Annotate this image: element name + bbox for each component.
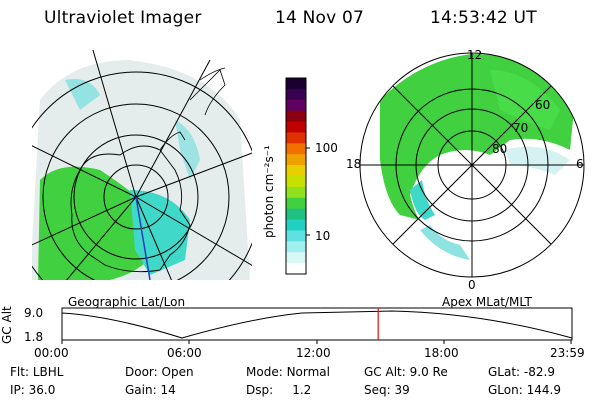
gain-value: 14	[160, 383, 176, 397]
dsp-label: Dsp:	[246, 383, 274, 397]
right-map-caption: Apex MLat/MLT	[442, 295, 532, 309]
colorbar-tick-100: 100	[315, 141, 338, 155]
seq-label: Seq:	[364, 383, 391, 397]
flt-label: Flt:	[10, 365, 29, 379]
gain-field: Gain: 14	[125, 383, 176, 397]
continent-outline	[70, 145, 191, 273]
mlt-label-6: 6	[576, 157, 584, 171]
meridian-lines	[32, 50, 252, 280]
terminator-line	[135, 196, 151, 280]
glon-value: 144.9	[526, 383, 561, 397]
altitude-curve	[61, 310, 573, 339]
colorbar-band	[286, 263, 306, 275]
aurora-region	[38, 166, 160, 280]
colorbar-band	[286, 78, 306, 90]
mode-label: Mode:	[246, 365, 283, 379]
colorbar-band	[286, 88, 306, 101]
colorbar-unit-label: photon cm⁻²s⁻¹	[262, 145, 276, 238]
colorbar-band	[286, 208, 306, 221]
colorbar-gradient	[286, 78, 306, 275]
date-label: 14 Nov 07	[275, 8, 365, 28]
colorbar-band	[286, 252, 306, 264]
colorbar-band	[286, 197, 306, 210]
lat-circle	[42, 103, 230, 280]
mlt-map	[359, 52, 585, 278]
seq-value: 39	[394, 383, 410, 397]
colorbar-band	[286, 154, 306, 166]
gcalt-label: GC Alt:	[364, 365, 406, 379]
glat-value: -82.9	[523, 365, 555, 379]
mode-field: Mode: Normal	[246, 365, 330, 379]
colorbar-band	[286, 132, 306, 144]
gcalt-value: 9.0 Re	[409, 365, 448, 379]
ip-field: IP: 36.0	[10, 383, 55, 397]
altitude-timeline	[61, 307, 573, 344]
dsp-field: Dsp: 1.2	[246, 383, 311, 397]
timeline-ylabel: GC Alt	[0, 306, 14, 344]
colorbar-band	[286, 110, 306, 123]
timeline-xtick-1200: 12:00	[296, 346, 331, 360]
timeline-xtick-2359: 23:59	[550, 346, 585, 360]
timeline-xtick-1800: 18:00	[424, 346, 459, 360]
mlt-label-12: 12	[467, 48, 483, 62]
colorbar-tick-10: 10	[315, 229, 331, 243]
geographic-map	[32, 50, 252, 280]
ip-label: IP:	[10, 383, 25, 397]
lat-circle	[32, 71, 252, 280]
colorbar	[285, 77, 310, 275]
mlat-label-70: 70	[513, 121, 529, 135]
ip-value: 36.0	[28, 383, 56, 397]
glat-label: GLat:	[488, 365, 521, 379]
colorbar-band	[286, 143, 306, 155]
lat-circle	[103, 164, 169, 230]
left-map-caption: Geographic Lat/Lon	[68, 295, 186, 309]
colorbar-band	[286, 176, 306, 188]
timeline-ytick-1: 1.8	[24, 330, 44, 344]
colorbar-band	[286, 165, 306, 177]
seq-field: Seq: 39	[364, 383, 410, 397]
mlt-lines	[360, 53, 584, 277]
colorbar-band	[286, 230, 306, 242]
colorbar-band	[286, 219, 306, 231]
timeline-xtick-0600: 06:00	[167, 346, 202, 360]
mlat-label-80: 80	[492, 142, 508, 156]
aurora-oval	[380, 54, 575, 220]
time-label: 14:53:42 UT	[430, 8, 537, 28]
flt-field: Flt: LBHL	[10, 365, 63, 379]
colorbar-band	[286, 241, 306, 253]
colorbar-band	[286, 121, 306, 133]
timeline-ytick-9: 9.0	[24, 306, 44, 320]
colorbar-band	[286, 186, 306, 199]
flt-value: LBHL	[32, 365, 64, 379]
app-title: Ultraviolet Imager	[44, 8, 202, 28]
mlat-label-60: 60	[535, 98, 551, 112]
glon-field: GLon: 144.9	[488, 383, 561, 397]
glon-label: GLon:	[488, 383, 523, 397]
gain-label: Gain:	[125, 383, 157, 397]
glat-field: GLat: -82.9	[488, 365, 555, 379]
door-label: Door:	[125, 365, 158, 379]
mlt-label-18: 18	[346, 157, 362, 171]
timeline-xtick-0000: 00:00	[34, 346, 69, 360]
gcalt-field: GC Alt: 9.0 Re	[364, 365, 448, 379]
dsp-value: 1.2	[292, 383, 312, 397]
mode-value: Normal	[286, 365, 330, 379]
colorbar-band	[286, 99, 306, 112]
door-field: Door: Open	[125, 365, 194, 379]
mlt-label-0: 0	[468, 278, 476, 292]
lat-circle	[73, 134, 199, 260]
door-value: Open	[161, 365, 194, 379]
